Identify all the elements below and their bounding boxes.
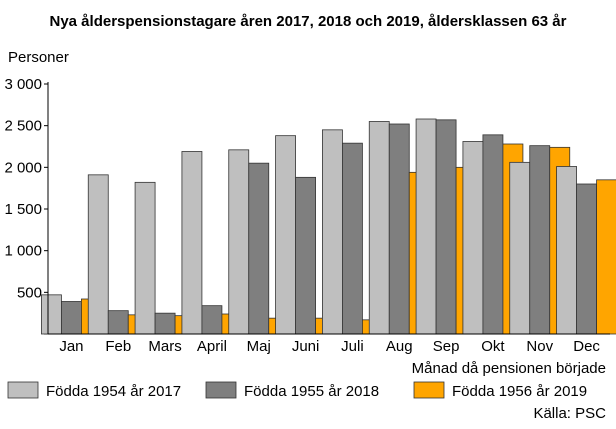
chart-title: Nya ålderspensionstagare åren 2017, 2018… [50,13,567,30]
bar-maj-series-2 [248,162,270,335]
legend-label-1: Födda 1954 år 2017 [46,383,181,400]
source-label: Källa: PSC [533,405,606,422]
y-tick-label: 1 500 [4,201,42,218]
legend-swatch-1 [7,381,39,399]
x-tick-label: Jan [59,338,83,355]
bar-jan-series-2 [61,301,82,335]
y-tick-label: 2 500 [4,118,42,135]
bar-mars-series-2 [154,312,176,335]
x-tick-label: April [197,338,227,355]
x-tick-label: Maj [247,338,271,355]
bar-juni-series-1 [275,135,296,335]
bar-sep-series-1 [415,118,437,335]
bar-aug-series-1 [368,121,390,335]
bar-aug-series-2 [388,123,410,335]
y-axis-label: Personer [8,49,69,66]
bar-juli-series-1 [322,129,343,335]
plot-area: 500 1 000 1 500 2 000 2 500 3 000 Jan Feb Mars Ap… [4,76,616,355]
legend-label-2: Födda 1955 år 2018 [244,383,379,400]
bar-nov-series-1 [509,161,531,335]
bar-april-series-1 [181,151,203,335]
y-tick-label: 1 000 [4,243,42,260]
legend: Födda 1954 år 2017 Födda 1955 år 2018 Född… [7,381,587,400]
bar-jan-series-1 [41,294,62,335]
bar-dec-series-3 [596,179,616,335]
bar-nov-series-2 [529,145,551,335]
y-tick-label: 500 [17,284,42,301]
legend-label-3: Födda 1956 år 2019 [452,383,587,400]
x-tick-label: Okt [481,338,505,355]
x-tick-label: Mars [148,338,181,355]
bar-okt-series-2 [482,134,504,335]
bar-april-series-2 [201,305,223,335]
bar-dec-series-2 [576,183,597,335]
x-tick-label: Nov [526,338,553,355]
bar-feb-series-1 [87,174,109,335]
bar-okt-series-1 [462,141,484,335]
bar-juni-series-2 [295,176,316,335]
legend-swatch-2 [205,381,237,399]
x-axis-label: Månad då pensionen började [412,360,606,377]
x-tick-label: Sep [433,338,460,355]
bar-sep-series-2 [435,119,457,335]
x-tick-label: Juni [292,338,320,355]
y-tick-label: 2 000 [4,159,42,176]
legend-swatch-3 [413,381,445,399]
bar-juli-series-2 [342,142,363,335]
bar-mars-series-1 [134,181,156,335]
x-tick-label: Juli [341,338,364,355]
bar-feb-series-2 [107,310,129,335]
x-tick-label: Feb [105,338,131,355]
y-tick-label: 3 000 [4,76,42,93]
bar-dec-series-1 [556,166,577,335]
bar-maj-series-1 [228,149,250,335]
x-tick-label: Aug [386,338,413,355]
x-tick-label: Dec [573,338,600,355]
